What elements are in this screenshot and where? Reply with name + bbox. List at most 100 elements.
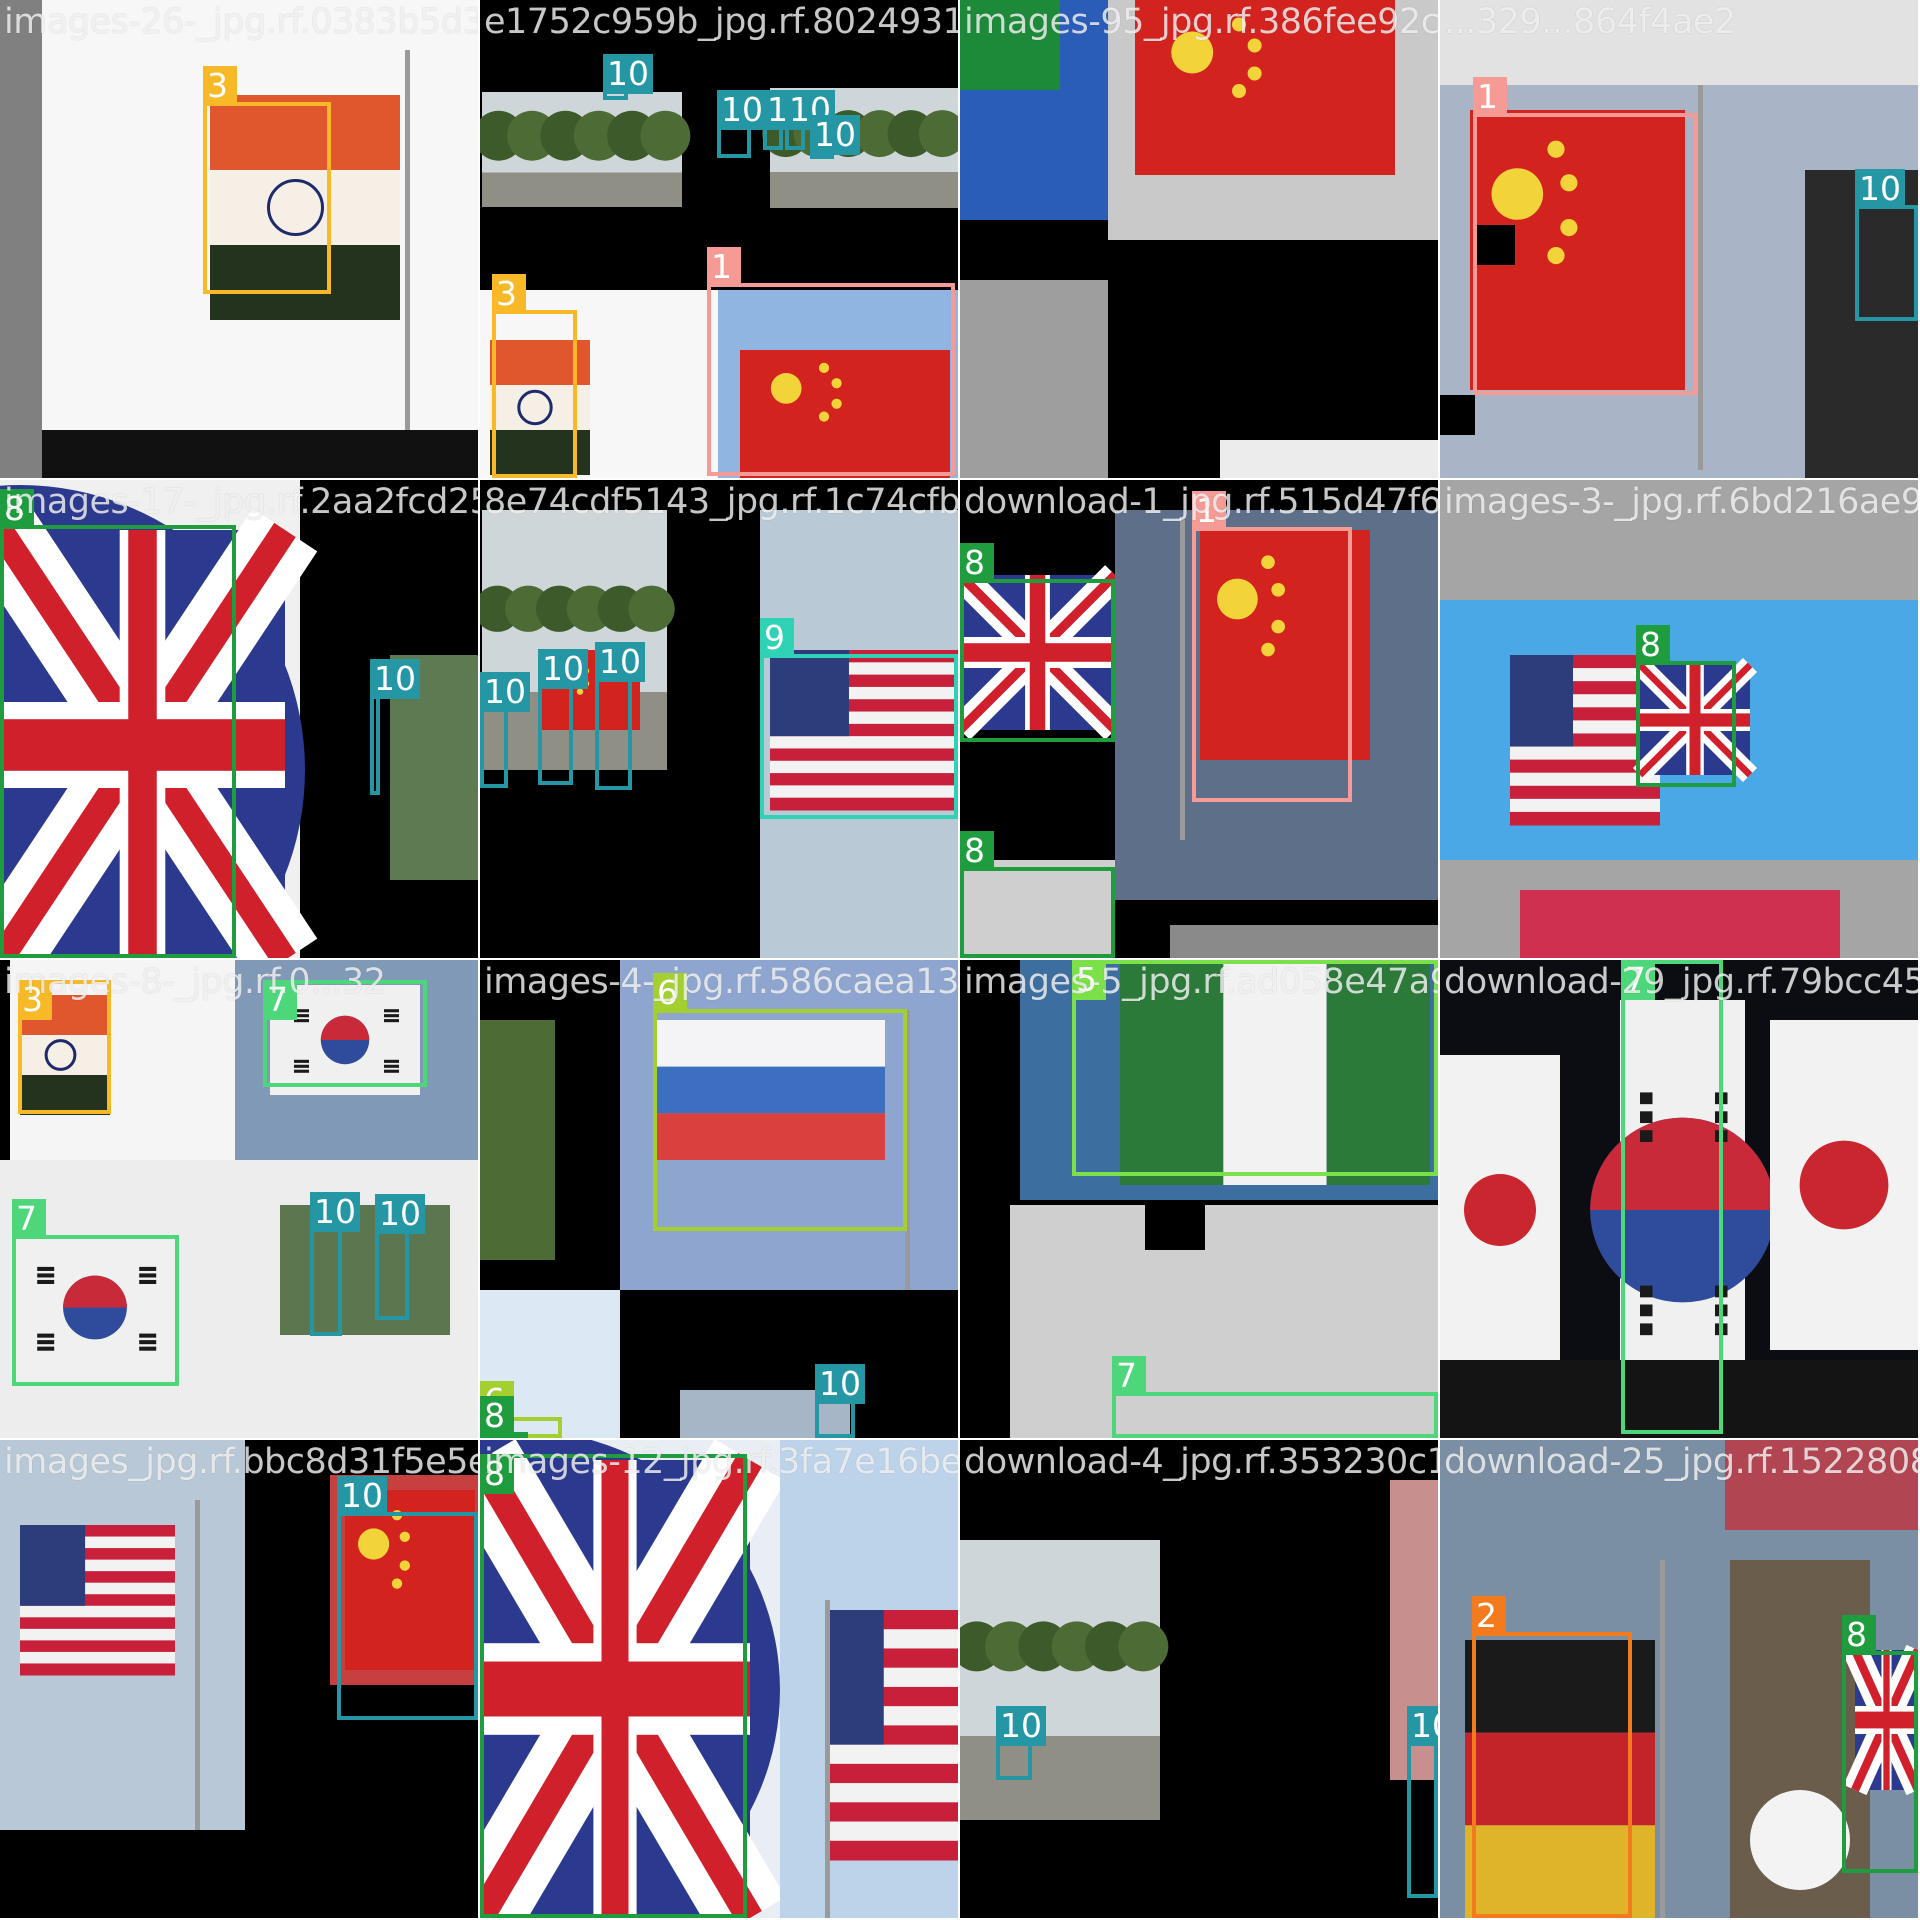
bbox-label: 1 bbox=[707, 247, 741, 287]
bbox-label: 10 bbox=[603, 54, 653, 94]
bbox-class-7: 7 bbox=[1112, 1356, 1438, 1438]
mosaic-tile-images-26: images-26-_jpg.rf.0383b5d3 3 bbox=[0, 0, 478, 478]
bbox-label: 10 bbox=[595, 642, 645, 682]
tile-filename: download-4_jpg.rf.353230c10 bbox=[964, 1442, 1438, 1482]
bbox-label: 8 bbox=[0, 489, 34, 529]
tile-filename: e1752c959b_jpg.rf.802493130a5ec9854c6f bbox=[484, 2, 958, 42]
bbox-label: 7 bbox=[1621, 960, 1655, 1000]
bbox-class-1: 1 bbox=[707, 247, 955, 476]
bbox-class-9: 9 bbox=[760, 618, 958, 819]
bbox-class-8: 8 bbox=[1842, 1615, 1918, 1873]
bbox-label: 8 bbox=[1842, 1615, 1876, 1655]
tile-filename: 8e74cdf5143_jpg.rf.1c74cfb4b2e13005 bbox=[484, 482, 958, 522]
bbox-class-8: 8 bbox=[960, 831, 1115, 958]
bbox-class-10: 10 bbox=[538, 649, 588, 785]
tile-photo bbox=[960, 0, 1438, 478]
tile-photo bbox=[480, 1440, 958, 1918]
bbox-label: 3 bbox=[492, 274, 526, 314]
tile-photo bbox=[960, 480, 1438, 958]
bbox-label: 10 bbox=[810, 115, 860, 155]
mosaic-tile-e1752c959b: e1752c959b_jpg.rf.802493130a5ec9854c6f 10… bbox=[480, 0, 958, 478]
bbox-class-2: 2 bbox=[1472, 1596, 1632, 1918]
bbox-label: 7 bbox=[263, 980, 297, 1020]
bbox-label: 7 bbox=[12, 1199, 46, 1239]
bbox-class-10: 10 bbox=[996, 1706, 1046, 1780]
bbox-class-1: 1 bbox=[1192, 491, 1352, 802]
tile-filename: images-95_jpg.rf.386fee92ca bbox=[964, 2, 1438, 42]
mosaic-tile-images-12: images-12_jpg.rf.3fa7e16be 8 bbox=[480, 1440, 958, 1918]
bbox-class-8: 8 bbox=[480, 1454, 747, 1918]
bbox-label: 8 bbox=[1636, 625, 1670, 665]
bbox-class-3: 3 bbox=[492, 274, 577, 478]
tile-filename: images-3-_jpg.rf.6bd216ae9 bbox=[1444, 482, 1918, 522]
bbox-class-8: 8 bbox=[0, 489, 236, 958]
bbox-class-10: 10 bbox=[337, 1476, 478, 1720]
mosaic-tile-images-95: images-95_jpg.rf.386fee92ca bbox=[960, 0, 1438, 478]
bbox-label: 8 bbox=[480, 1454, 514, 1494]
bbox-class-5: 5 bbox=[1072, 960, 1438, 1176]
bbox-label: 5 bbox=[1072, 960, 1106, 1000]
bbox-label: 10 bbox=[717, 90, 767, 130]
bbox-label: 10 bbox=[337, 1476, 387, 1516]
mosaic-tile-download-1: download-1_jpg.rf.515d47f6 8 1 8 bbox=[960, 480, 1438, 958]
bbox-class-3: 3 bbox=[203, 66, 331, 294]
mosaic-tile-download-25: download-25_jpg.rf.1522808 2 8 bbox=[1440, 1440, 1918, 1918]
bbox-label: 3 bbox=[203, 66, 237, 106]
tile-filename: images-17-_jpg.rf.2aa2fcd25 bbox=[4, 482, 478, 522]
tile-filename: images-5_jpg.rf.ad058e47a9 bbox=[964, 962, 1438, 1002]
tile-filename: download-1_jpg.rf.515d47f6 bbox=[964, 482, 1438, 522]
mosaic-tile-download-4: download-4_jpg.rf.353230c10 10 10 bbox=[960, 1440, 1438, 1918]
bbox-class-1: 1 bbox=[1473, 77, 1698, 395]
bbox-class-10: 10 bbox=[717, 90, 767, 158]
bbox-class-10: 10 bbox=[815, 1364, 865, 1438]
bbox-label: 10 bbox=[480, 672, 530, 712]
bbox-label: 8 bbox=[480, 1396, 514, 1436]
mosaic-tile-images-3: images-3-_jpg.rf.6bd216ae9 8 bbox=[1440, 480, 1918, 958]
tile-filename: images_jpg.rf.bbc8d31f5e5e bbox=[4, 1442, 478, 1482]
bbox-class-8: 8 bbox=[960, 543, 1115, 742]
bbox-class-10: 10 bbox=[375, 1194, 425, 1320]
bbox-class-10: 10 bbox=[1855, 169, 1918, 321]
tile-photo bbox=[480, 960, 958, 1438]
tile-filename: ...329...864f4ae2 bbox=[1444, 2, 1736, 42]
bbox-class-7: 7 bbox=[12, 1199, 179, 1386]
bbox-class-7: 7 bbox=[1621, 960, 1723, 1434]
mosaic-tile-images-5: images-5_jpg.rf.ad058e47a9 5 7 bbox=[960, 960, 1438, 1438]
bbox-class-10: 10 bbox=[480, 672, 530, 788]
mosaic-tile-tile-4: ...329...864f4ae2 1 10 bbox=[1440, 0, 1918, 478]
mosaic-tile-images-17: images-17-_jpg.rf.2aa2fcd25 8 10 bbox=[0, 480, 478, 958]
bbox-class-10: 10 bbox=[785, 90, 835, 150]
tile-filename: download-25_jpg.rf.1522808 bbox=[1444, 1442, 1918, 1482]
bbox-label: 6 bbox=[653, 973, 687, 1013]
bbox-label: 7 bbox=[1112, 1356, 1146, 1396]
bbox-label: 10 bbox=[370, 659, 420, 699]
tile-filename: images-26-_jpg.rf.0383b5d3 bbox=[4, 2, 478, 42]
bbox-label: 8 bbox=[960, 831, 994, 871]
tile-photo bbox=[1440, 1440, 1918, 1918]
bbox-class-10: 10 bbox=[310, 1192, 360, 1336]
tile-photo bbox=[1440, 960, 1918, 1438]
bbox-label: 3 bbox=[18, 980, 52, 1020]
bbox-label: 10 bbox=[815, 1364, 865, 1404]
bbox-label: 10 bbox=[1855, 169, 1905, 209]
mosaic-tile-images-8: images-8-_jpg.rf.0...32 3 7 7 10 10 bbox=[0, 960, 478, 1438]
tile-photo bbox=[1440, 480, 1918, 958]
bbox-class-10: 10 bbox=[1407, 1706, 1438, 1898]
bbox-label: 2 bbox=[1472, 1596, 1506, 1636]
mosaic-tile-images-4: images-4-_jpg.rf.586caea1366810 bbox=[480, 960, 958, 1438]
bbox-label: 9 bbox=[760, 618, 794, 658]
bbox-label: 10 bbox=[538, 649, 588, 689]
bbox-label: 1 bbox=[1473, 77, 1507, 117]
tile-photo bbox=[0, 1440, 478, 1918]
tile-filename: images-12_jpg.rf.3fa7e16be bbox=[484, 1442, 958, 1482]
tile-photo bbox=[960, 1440, 1438, 1918]
bbox-class-7: 7 bbox=[263, 980, 427, 1087]
bbox-class-8: 8 bbox=[1636, 625, 1736, 787]
bbox-class-10: 10 bbox=[595, 642, 645, 790]
bbox-label: 10 bbox=[996, 1706, 1046, 1746]
tile-photo bbox=[0, 0, 478, 478]
tile-photo bbox=[960, 960, 1438, 1438]
bbox-label: 10 bbox=[785, 90, 835, 130]
bbox-class-10: 10 bbox=[370, 659, 420, 795]
